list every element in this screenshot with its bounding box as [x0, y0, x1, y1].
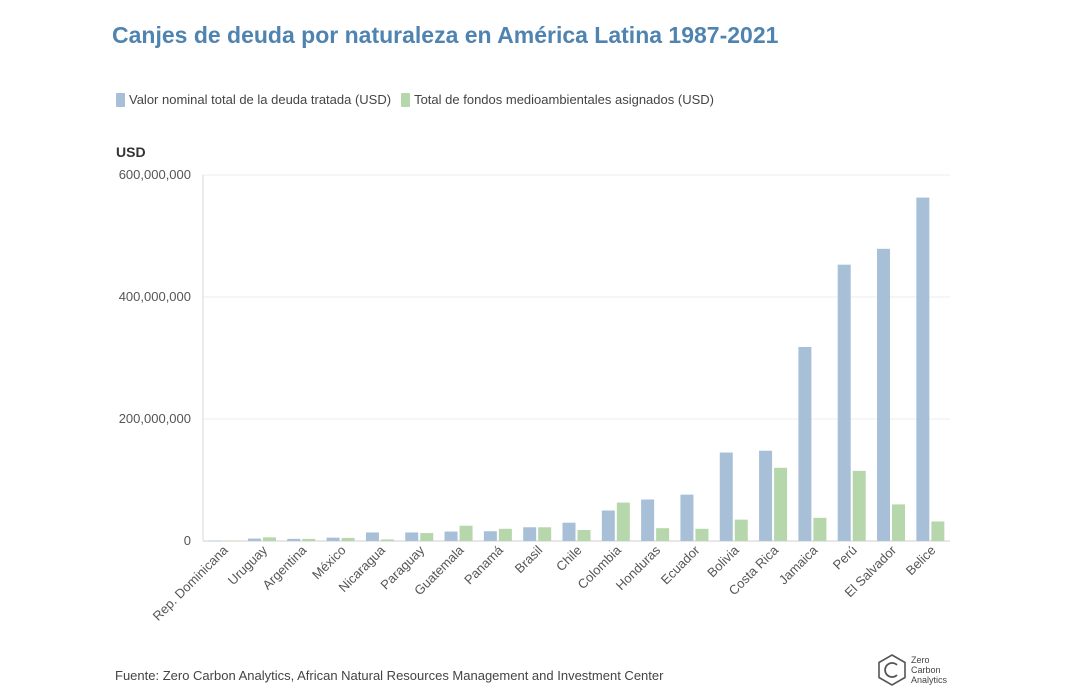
bar-deuda-10[interactable] — [601, 510, 615, 542]
logo-line-zero: Zero — [911, 655, 930, 665]
x-tick-label: Bolivia — [704, 542, 742, 580]
bar-deuda-0[interactable] — [208, 540, 222, 542]
bar-deuda-8[interactable] — [523, 527, 537, 541]
x-tick-label: Belice — [903, 543, 939, 579]
bar-fondos-13[interactable] — [734, 519, 748, 541]
x-tick-label: Brasil — [512, 542, 546, 576]
bar-deuda-11[interactable] — [641, 499, 655, 541]
chart-title: Canjes de deuda por naturaleza en Améric… — [112, 22, 779, 48]
bar-fondos-9[interactable] — [577, 530, 591, 541]
bar-deuda-15[interactable] — [798, 347, 812, 541]
bar-fondos-17[interactable] — [892, 504, 906, 541]
y-tick-label: 400,000,000 — [119, 289, 191, 304]
logo-line-analytics: Analytics — [911, 675, 948, 685]
bar-fondos-16[interactable] — [852, 470, 866, 541]
legend-swatch-fondos — [401, 92, 411, 107]
bar-fondos-7[interactable] — [498, 528, 512, 541]
legend-label-deuda: Valor nominal total de la deuda tratada … — [129, 92, 392, 107]
legend-swatch-deuda — [116, 92, 125, 107]
bar-fondos-18[interactable] — [931, 521, 945, 541]
bar-deuda-14[interactable] — [759, 450, 773, 541]
zero-carbon-analytics-logo: Zero Carbon Analytics — [877, 654, 947, 686]
bar-fondos-12[interactable] — [695, 528, 709, 541]
x-tick-label: Argentina — [259, 542, 310, 593]
legend-label-fondos: Total de fondos medioambientales asignad… — [414, 92, 714, 107]
bar-fondos-2[interactable] — [302, 538, 316, 541]
source-note: Fuente: Zero Carbon Analytics, African N… — [115, 668, 664, 683]
bar-fondos-14[interactable] — [774, 467, 788, 541]
bar-fondos-5[interactable] — [420, 533, 434, 541]
bar-fondos-11[interactable] — [656, 528, 670, 541]
y-tick-label: 600,000,000 — [119, 167, 191, 182]
legend-item-fondos[interactable]: Total de fondos medioambientales asignad… — [401, 92, 714, 107]
y-axis-title: USD — [116, 144, 146, 160]
bar-deuda-13[interactable] — [719, 452, 733, 541]
x-tick-label: Rep. Dominicana — [150, 542, 232, 624]
x-tick-label: Chile — [553, 543, 585, 575]
legend-item-deuda[interactable]: Valor nominal total de la deuda tratada … — [116, 92, 391, 107]
bar-deuda-1[interactable] — [247, 538, 261, 541]
bar-deuda-9[interactable] — [562, 522, 576, 541]
bar-deuda-6[interactable] — [444, 531, 458, 541]
bar-deuda-17[interactable] — [877, 248, 891, 541]
bar-deuda-12[interactable] — [680, 494, 694, 541]
x-tick-label: Ecuador — [658, 542, 703, 587]
bar-deuda-5[interactable] — [405, 532, 419, 541]
bar-deuda-18[interactable] — [916, 197, 930, 541]
x-tick-label: Perú — [830, 543, 860, 573]
bar-deuda-3[interactable] — [326, 537, 340, 541]
bar-deuda-7[interactable] — [483, 531, 497, 541]
logo-text: Zero Carbon Analytics — [911, 655, 947, 685]
bar-fondos-3[interactable] — [341, 537, 355, 541]
bar-fondos-10[interactable] — [616, 502, 630, 541]
bar-fondos-4[interactable] — [380, 539, 394, 541]
logo-hexagon-icon — [878, 654, 906, 686]
bar-fondos-15[interactable] — [813, 517, 827, 541]
bar-deuda-4[interactable] — [365, 532, 379, 541]
bar-fondos-8[interactable] — [538, 527, 552, 541]
bar-fondos-1[interactable] — [262, 537, 276, 541]
x-tick-label: Jamaica — [776, 542, 821, 587]
bar-deuda-2[interactable] — [287, 538, 301, 541]
bar-fondos-0[interactable] — [223, 540, 237, 542]
legend: Valor nominal total de la deuda tratada … — [116, 92, 724, 107]
y-tick-label: 0 — [184, 533, 191, 548]
x-tick-label: Panamá — [461, 542, 506, 587]
bar-deuda-16[interactable] — [837, 264, 851, 541]
logo-line-carbon: Carbon — [911, 665, 941, 675]
bar-fondos-6[interactable] — [459, 525, 473, 541]
y-tick-label: 200,000,000 — [119, 411, 191, 426]
